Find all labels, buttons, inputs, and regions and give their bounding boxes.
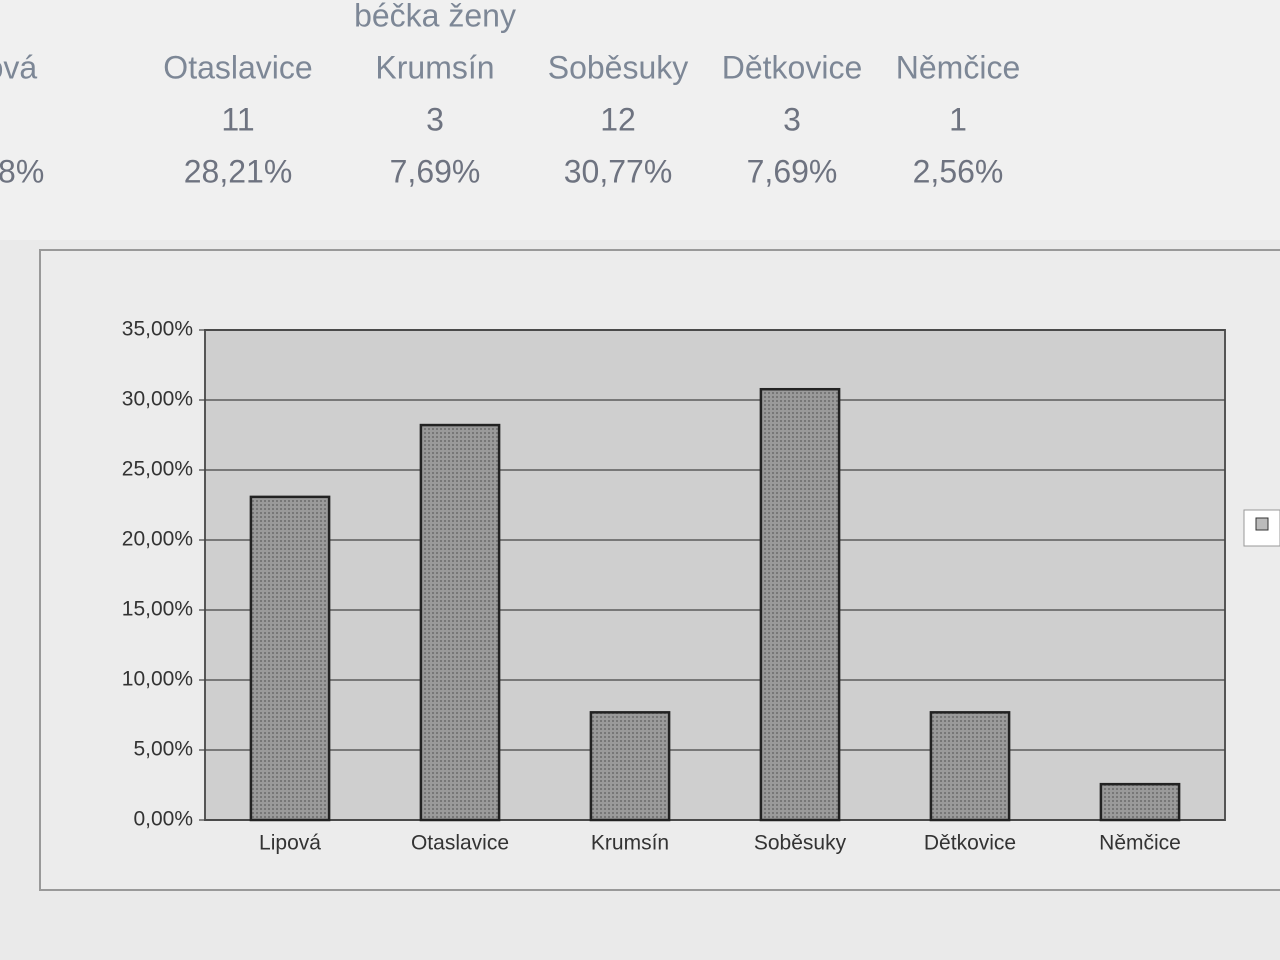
table-cell: 2,56%	[913, 153, 1004, 189]
table-area	[0, 0, 1280, 240]
x-tick-label: Lipová	[259, 832, 321, 855]
bar	[929, 711, 1011, 822]
bar	[249, 495, 331, 822]
table-cell: 11	[221, 101, 254, 137]
y-tick-label: 5,00%	[133, 738, 193, 761]
x-tick-label: Krumsín	[591, 832, 669, 855]
x-tick-label: Němčice	[1099, 832, 1181, 855]
y-tick-label: 0,00%	[133, 808, 193, 831]
table-cell: 1	[949, 101, 967, 137]
column-header: Krumsín	[375, 49, 494, 85]
table-cell: 30,77%	[564, 153, 673, 189]
table-cell: 7,69%	[390, 153, 481, 189]
legend-swatch	[1255, 517, 1269, 531]
bar	[759, 387, 841, 822]
column-header: Otaslavice	[163, 49, 312, 85]
table-title: béčka ženy	[354, 0, 516, 33]
y-tick-label: 15,00%	[122, 598, 193, 621]
table-cell: 23,08%	[0, 153, 44, 189]
x-tick-label: Soběsuky	[754, 832, 847, 855]
x-tick-label: Dětkovice	[924, 832, 1016, 855]
bar	[589, 711, 671, 822]
table-cell: 3	[426, 101, 444, 137]
bar	[1099, 782, 1181, 822]
y-tick-label: 10,00%	[122, 668, 193, 691]
y-tick-label: 25,00%	[122, 458, 193, 481]
column-header: Němčice	[896, 49, 1020, 85]
y-tick-label: 30,00%	[122, 388, 193, 411]
x-tick-label: Otaslavice	[411, 832, 509, 855]
table-cell: 7,69%	[747, 153, 838, 189]
bar	[419, 423, 501, 822]
table-cell: 3	[783, 101, 801, 137]
plot-area	[204, 329, 1226, 821]
column-header: Dětkovice	[722, 49, 863, 85]
column-header: Lipová	[0, 49, 37, 85]
y-tick-label: 35,00%	[122, 318, 193, 341]
table-cell: 12	[600, 101, 636, 137]
y-tick-label: 20,00%	[122, 528, 193, 551]
table-cell: 28,21%	[184, 153, 293, 189]
column-header: Soběsuky	[548, 49, 689, 85]
